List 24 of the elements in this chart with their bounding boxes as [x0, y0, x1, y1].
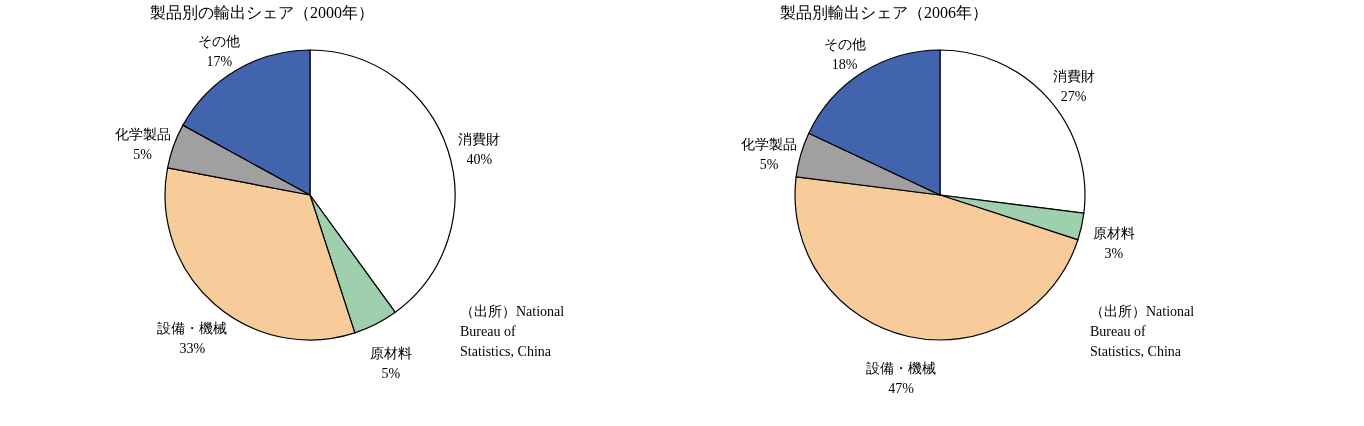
data-label: 5% [759, 157, 779, 173]
text: （出所）National Bureau of Statistics, China [1090, 304, 1195, 359]
data-label: 33% [179, 340, 206, 356]
slice-label: その他 [823, 36, 866, 52]
slice-label: 消費財 [1052, 69, 1095, 85]
slice-label: 化学製品 [114, 126, 171, 142]
chart-title: 製品別の輸出シェア（2000年） [150, 4, 374, 21]
slice-label: その他 [198, 33, 241, 49]
data-label: 18% [831, 56, 858, 72]
data-label: 40% [466, 151, 493, 167]
slice-label: 設備・機械 [157, 320, 228, 336]
data-label: 3% [1104, 245, 1124, 261]
slice-label: 原材料 [1092, 225, 1135, 241]
data-label: 17% [206, 53, 233, 69]
data-label: 5% [133, 146, 153, 162]
data-label: 47% [888, 380, 915, 396]
slice-label: 化学製品 [741, 137, 798, 153]
slice-label: 原材料 [369, 345, 412, 361]
chart-title: 製品別輸出シェア（2006年） [780, 4, 988, 21]
slice-label: 設備・機械 [866, 360, 937, 376]
slice-label: 消費財 [458, 131, 501, 147]
data-label: 27% [1060, 89, 1087, 105]
data-label: 5% [381, 365, 401, 381]
text: （出所）National Bureau of Statistics, China [460, 304, 565, 359]
